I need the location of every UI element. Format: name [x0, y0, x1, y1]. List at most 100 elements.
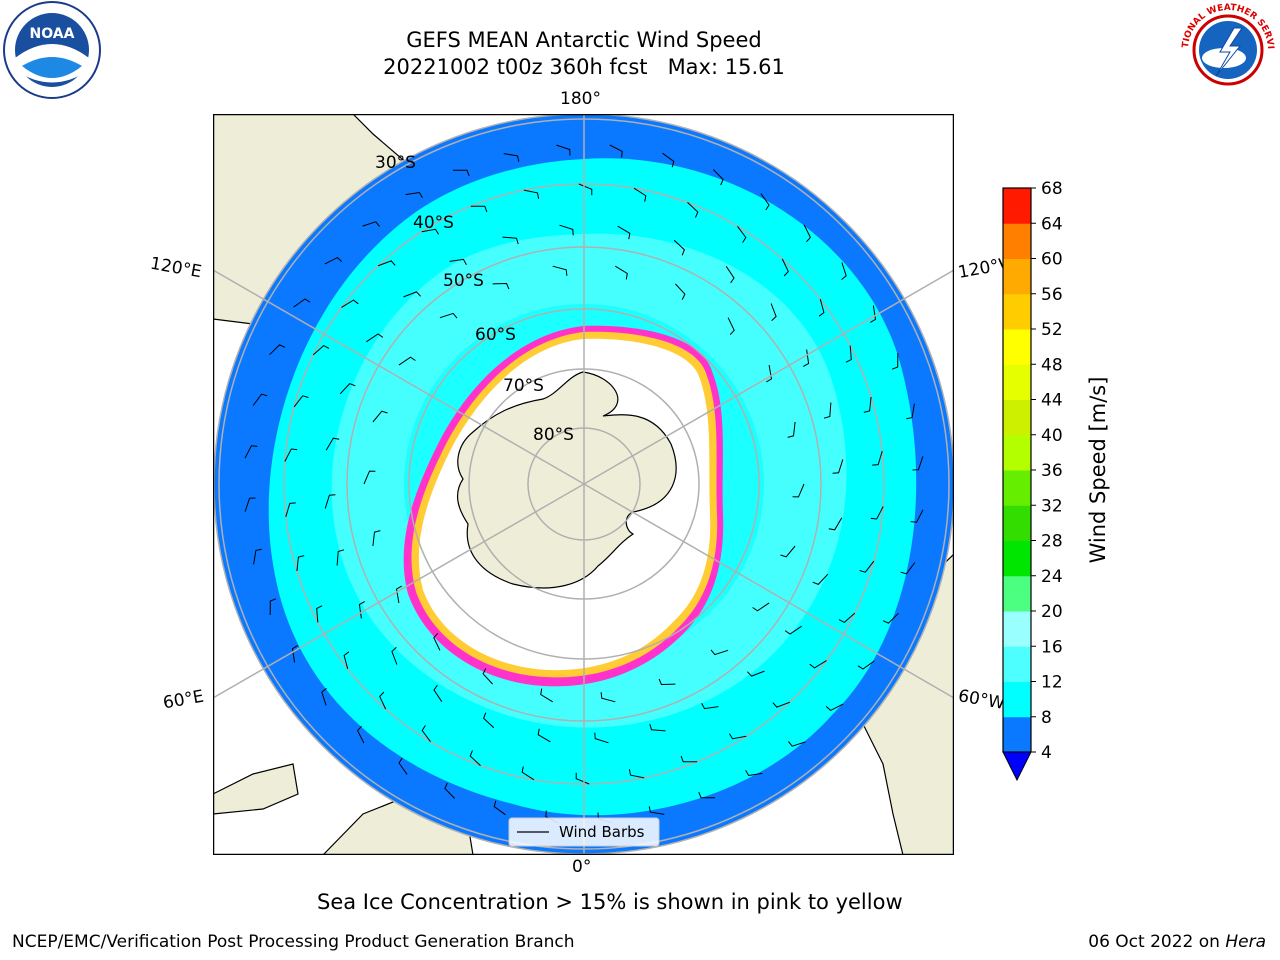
- colorbar-segment: [1003, 364, 1031, 400]
- colorbar-tick-label: 28: [1041, 532, 1063, 552]
- colorbar-tick-label: 32: [1041, 496, 1063, 516]
- lon-label-180: 180°: [560, 89, 601, 109]
- wind-barb: [912, 456, 924, 471]
- wind-barb: [818, 298, 825, 317]
- footer-date-text: 06 Oct 2022 on: [1088, 932, 1220, 952]
- wind-barb: [521, 766, 535, 781]
- colorbar-segment: [1003, 540, 1031, 577]
- colorbar-segment: [1003, 575, 1031, 612]
- wind-barb: [575, 772, 590, 785]
- wind-barb: [662, 152, 675, 168]
- wind-barb: [398, 757, 408, 775]
- wind-barb: [537, 728, 551, 743]
- wind-barb: [698, 791, 716, 799]
- wind-barb: [391, 647, 398, 665]
- madagascar-land: [213, 763, 299, 815]
- colorbar-tick-label: 48: [1041, 355, 1063, 375]
- wind-barb: [493, 800, 506, 816]
- colorbar-tick-label: 60: [1041, 250, 1063, 270]
- wind-barb: [725, 266, 735, 284]
- wind-barb: [594, 732, 609, 744]
- wind-barb: [803, 224, 812, 243]
- wind-barb: [747, 670, 765, 677]
- colorbar-segment: [1003, 505, 1031, 541]
- wind-barb: [244, 497, 256, 512]
- wind-barb: [363, 470, 376, 485]
- wind-barb: [600, 692, 616, 703]
- wind-barb: [617, 225, 631, 240]
- wind-barb: [825, 703, 844, 712]
- wind-barb: [556, 144, 571, 156]
- wind-barb: [628, 769, 645, 779]
- wind-barb: [293, 395, 309, 408]
- lon-label-60e: 60°E: [161, 686, 206, 714]
- wind-barb: [701, 703, 719, 710]
- wind-barb: [788, 741, 806, 747]
- lat-label-50s: 50°S: [443, 271, 484, 291]
- wind-barb: [752, 602, 770, 612]
- wind-barb: [832, 459, 844, 474]
- colorbar-segment: [1003, 681, 1031, 718]
- wind-barb: [792, 483, 805, 498]
- lat-label-70s: 70°S: [503, 376, 544, 396]
- wind-barb: [492, 282, 510, 290]
- wind-barb: [772, 701, 791, 708]
- colorbar-tick-label: 12: [1041, 673, 1063, 693]
- wind-barb: [269, 598, 277, 616]
- colorbar-segment: [1003, 399, 1031, 436]
- wind-barb: [578, 183, 593, 196]
- wind-barb: [523, 189, 540, 199]
- wind-barb: [325, 437, 340, 451]
- wind-barb: [366, 333, 384, 343]
- wind-barb: [559, 224, 574, 236]
- colorbar-tick-label: 64: [1041, 214, 1063, 234]
- wind-barb: [502, 236, 519, 245]
- wind-barb: [633, 187, 647, 202]
- wind-barb: [452, 169, 470, 177]
- wind-barb: [377, 260, 396, 267]
- longitude-lines: [213, 114, 954, 855]
- wind-barb: [648, 806, 665, 815]
- wind-barb: [760, 193, 770, 211]
- lat-label-40s: 40°S: [413, 213, 454, 233]
- colorbar-tick-label: 56: [1041, 285, 1063, 305]
- noaa-logo: NOAA: [3, 1, 101, 99]
- wind-barb: [675, 283, 686, 300]
- polar-map: 30°S 40°S 50°S 60°S 70°S 80°S Wind Barbs: [213, 114, 954, 855]
- wind-barb: [687, 202, 699, 218]
- lon-label-0: 0°: [572, 857, 592, 877]
- wind-barb: [439, 312, 458, 319]
- wind-barb: [421, 228, 440, 235]
- wind-barb: [269, 344, 286, 356]
- wind-barb: [615, 265, 628, 280]
- wind-barb: [891, 352, 899, 370]
- lat-label-30s: 30°S: [375, 153, 416, 173]
- noaa-logo-text: NOAA: [30, 26, 75, 42]
- colorbar-tick-label: 24: [1041, 567, 1063, 587]
- wind-barb: [882, 612, 899, 624]
- wind-barb: [503, 153, 520, 162]
- wind-barb: [293, 298, 311, 308]
- colorbar-segment: [1003, 293, 1031, 330]
- wind-barb: [358, 601, 365, 619]
- wind-barb: [449, 258, 467, 265]
- colorbar-tick-label: 40: [1041, 426, 1063, 446]
- wind-barb: [483, 712, 495, 729]
- wind-barb: [312, 344, 330, 356]
- wind-barb: [470, 205, 488, 213]
- wind-barb: [433, 684, 443, 702]
- wind-barb: [324, 494, 336, 509]
- wind-barb: [362, 221, 380, 227]
- wind-barb: [252, 393, 268, 406]
- wind-barb: [291, 645, 298, 663]
- wind-barb: [809, 660, 827, 669]
- wind-barb: [857, 660, 875, 670]
- colorbar-segment: [1003, 646, 1031, 682]
- colorbar-extend-arrow: [1002, 751, 1032, 782]
- colorbar-segment: [1003, 434, 1031, 471]
- colorbar-segment: [1003, 329, 1031, 365]
- colorbar-segment: [1003, 223, 1031, 259]
- wind-barb: [649, 723, 666, 732]
- wind-barb: [552, 265, 568, 276]
- wind-barb: [324, 256, 343, 265]
